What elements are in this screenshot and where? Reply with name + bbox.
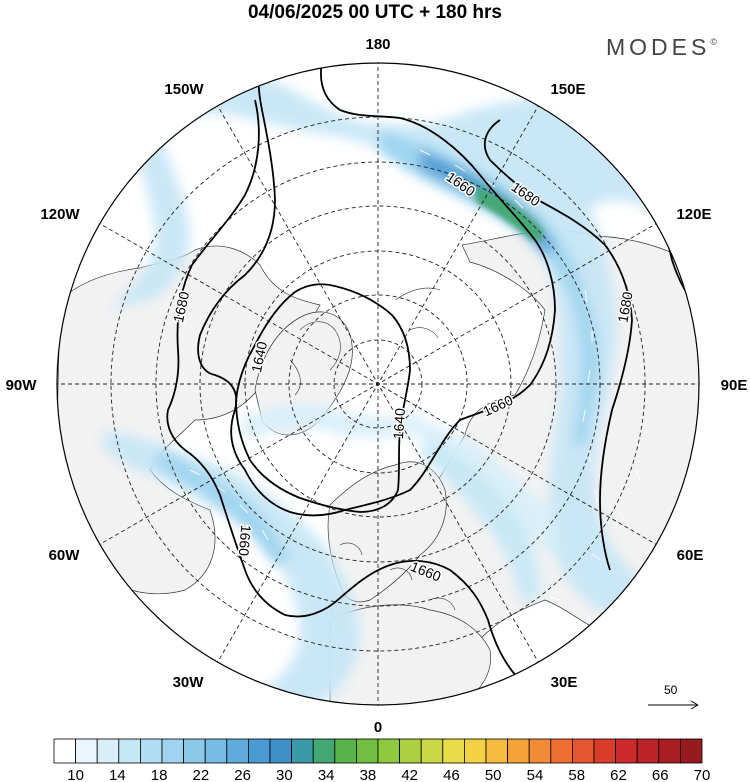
map-title: 04/06/2025 00 UTC + 180 hrs (247, 2, 503, 23)
map-border (56, 62, 700, 706)
contour-label: 1640 (390, 407, 408, 439)
lon-label-120e: 120E (676, 206, 711, 223)
contour-1680-right (483, 119, 633, 571)
longitude-labels: 180 150E 120E 90E 60E 30E 0 30W 60W 90W … (6, 36, 748, 736)
coastlines (289, 287, 456, 611)
graticule (57, 63, 699, 705)
contour-1640 (235, 283, 411, 513)
lon-label-150e: 150E (550, 81, 585, 98)
wind-arrows (189, 121, 641, 659)
lon-label-90e: 90E (721, 377, 748, 394)
lon-label-30w: 30W (173, 674, 205, 691)
lon-label-60w: 60W (49, 547, 81, 564)
contour-1680-left (166, 99, 521, 681)
contour-label: 1680 (614, 290, 635, 324)
lon-label-90w: 90W (6, 377, 38, 394)
brand-logo: MODES© (606, 34, 717, 61)
lon-label-60e: 60E (677, 547, 704, 564)
reference-vector (648, 700, 699, 710)
contour-1660-outer (197, 63, 556, 517)
lon-label-180: 180 (365, 36, 390, 53)
lon-label-30e: 30E (551, 674, 578, 691)
brand-name: MODES (606, 34, 711, 60)
lon-label-150w: 150W (164, 81, 204, 98)
lon-label-0: 0 (374, 719, 382, 736)
reference-vector-label: 50 (664, 683, 678, 697)
copyright-mark: © (710, 37, 717, 47)
jet-max-core (476, 188, 544, 241)
map-disk: 1680 1680 1660 1680 1640 1640 1660 1660 … (57, 63, 699, 705)
arrow-head-icon (690, 700, 699, 710)
land-greenland (254, 311, 353, 436)
lon-label-120w: 120W (40, 206, 80, 223)
contour-label: 1660 (236, 524, 255, 557)
wind-speed-shading (100, 65, 699, 705)
